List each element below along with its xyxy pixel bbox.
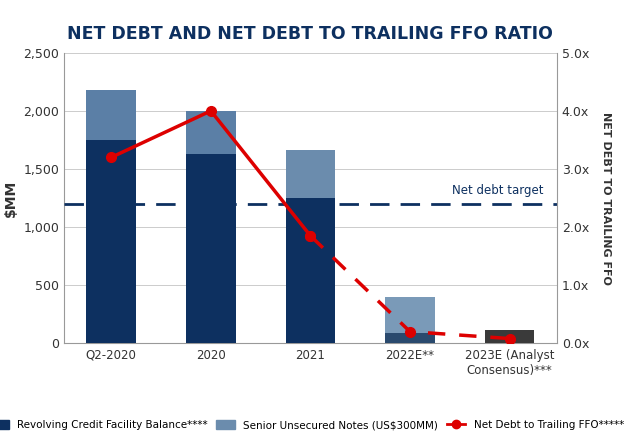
Bar [186,154,236,343]
Legend: Revolving Credit Facility Balance****, Senior Unsecured Notes (US$300MM), Net De: Revolving Credit Facility Balance****, S… [0,420,624,430]
Text: Net debt target: Net debt target [452,184,543,197]
Bar [86,140,136,343]
Bar [285,150,335,198]
Title: NET DEBT AND NET DEBT TO TRAILING FFO RATIO: NET DEBT AND NET DEBT TO TRAILING FFO RA… [67,25,554,43]
Y-axis label: $MM: $MM [4,180,18,216]
Y-axis label: NET DEBT TO TRAILING FFO: NET DEBT TO TRAILING FFO [601,112,611,284]
Bar [186,111,236,154]
Bar [86,90,136,140]
Bar [385,297,435,333]
Bar [484,330,534,343]
Bar [385,333,435,343]
Bar [285,198,335,343]
